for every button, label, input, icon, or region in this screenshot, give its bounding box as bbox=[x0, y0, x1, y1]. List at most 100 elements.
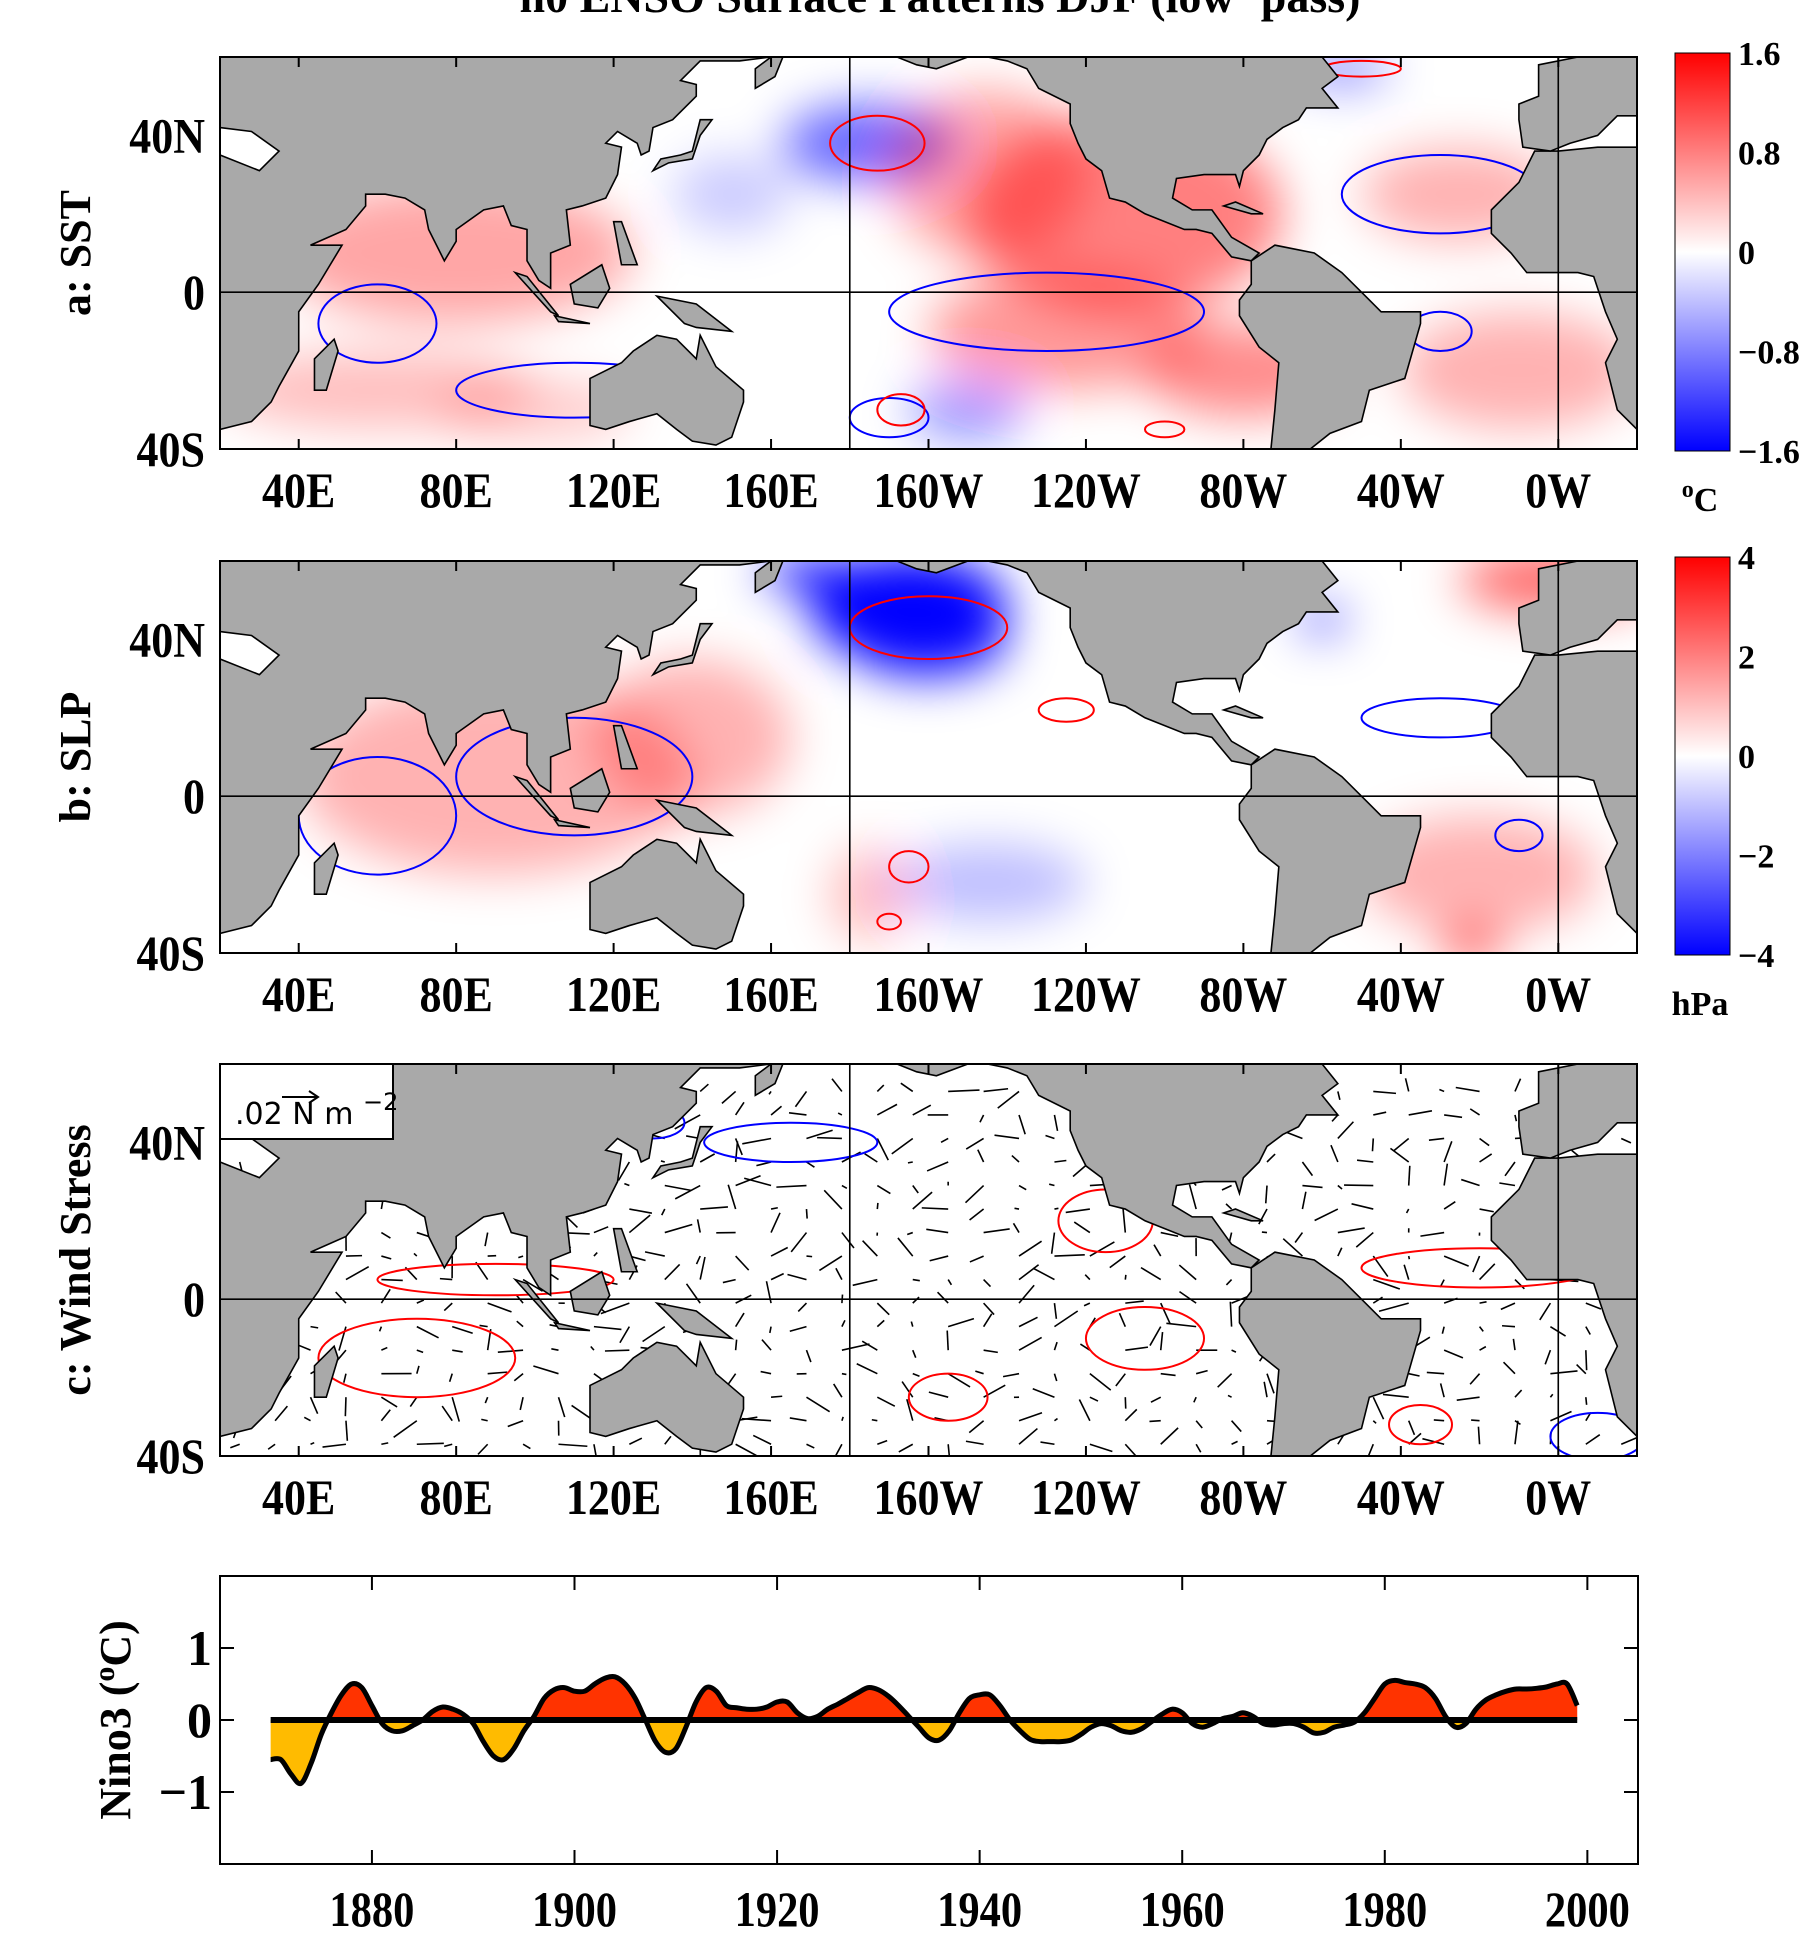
lon-tick-label: 120E bbox=[566, 967, 661, 1022]
wind-vector bbox=[913, 1374, 920, 1377]
wind-vector bbox=[877, 1397, 894, 1406]
land-mass bbox=[657, 1303, 732, 1338]
wind-vector bbox=[1422, 1439, 1444, 1445]
wind-vector bbox=[984, 1303, 994, 1314]
wind-vector bbox=[907, 1233, 913, 1235]
wind-vector bbox=[877, 1085, 883, 1091]
lon-tick-label: 120E bbox=[566, 463, 661, 518]
wind-vector bbox=[817, 1138, 842, 1139]
wind-vector bbox=[675, 1115, 700, 1129]
negative-anomaly bbox=[908, 378, 1027, 442]
wind-vector bbox=[618, 1162, 629, 1181]
wind-vector bbox=[1222, 1186, 1232, 1190]
wind-vector bbox=[591, 1346, 594, 1350]
wind-vector bbox=[452, 1327, 472, 1334]
wind-vector bbox=[762, 1340, 771, 1351]
negative-anomaly bbox=[849, 600, 1008, 679]
wind-vector bbox=[1125, 1409, 1136, 1420]
legend-box bbox=[219, 1063, 394, 1140]
wind-vector bbox=[966, 1441, 984, 1444]
wind-vector bbox=[1196, 1371, 1207, 1374]
wind-vector bbox=[1373, 1280, 1400, 1289]
lon-tick-label: 160E bbox=[723, 1470, 818, 1525]
wind-vector bbox=[998, 1091, 1019, 1108]
wind-vector bbox=[736, 1444, 757, 1455]
wind-vector bbox=[1540, 1303, 1551, 1320]
wind-vector bbox=[417, 1327, 439, 1338]
wind-vector bbox=[877, 1104, 897, 1115]
land-mass bbox=[657, 800, 732, 835]
lat-tick-label: 0 bbox=[183, 266, 205, 321]
wind-vector bbox=[1302, 1192, 1305, 1209]
wind-vector bbox=[1033, 1268, 1054, 1279]
wind-vector bbox=[1150, 1327, 1161, 1346]
wind-vector bbox=[346, 1421, 347, 1441]
wind-vector bbox=[1515, 1115, 1516, 1121]
wind-vector bbox=[1090, 1444, 1112, 1451]
wind-vector bbox=[381, 1233, 390, 1239]
wind-vector bbox=[1090, 1242, 1115, 1256]
wind-vector bbox=[911, 1322, 912, 1327]
map-area bbox=[220, 57, 1637, 449]
wind-vector bbox=[899, 1444, 913, 1452]
wind-vector bbox=[624, 1184, 629, 1186]
wind-vector bbox=[770, 1327, 771, 1333]
wind-vector bbox=[806, 1162, 814, 1167]
wind-vector bbox=[643, 1327, 665, 1342]
wind-vector bbox=[517, 1321, 523, 1326]
wind-vector bbox=[1019, 1413, 1042, 1421]
lat-tick-label: 40N bbox=[129, 109, 205, 164]
wind-vector bbox=[1151, 1397, 1161, 1402]
wind-vector bbox=[1409, 1166, 1410, 1186]
wind-vector bbox=[824, 1190, 842, 1209]
wind-vector bbox=[1014, 1208, 1019, 1209]
wind-vector bbox=[1550, 1394, 1552, 1397]
wind-vector bbox=[1379, 1303, 1409, 1311]
wind-vector bbox=[795, 1091, 806, 1106]
colorbar-tick-label: 2 bbox=[1738, 640, 1755, 677]
land-mass bbox=[590, 1342, 744, 1452]
wind-vector bbox=[629, 1215, 650, 1232]
wind-vector bbox=[1085, 1275, 1090, 1280]
contour-line bbox=[456, 718, 692, 836]
wind-vector bbox=[1054, 1160, 1066, 1162]
field-shading bbox=[298, 561, 1637, 953]
wind-vector bbox=[1586, 1397, 1587, 1405]
wind-vector bbox=[1444, 1141, 1452, 1162]
wind-vector bbox=[1444, 1164, 1447, 1186]
wind-vector bbox=[1356, 1233, 1373, 1248]
wind-vector bbox=[665, 1264, 680, 1279]
wind-vector bbox=[1480, 1264, 1495, 1280]
wind-vector bbox=[1125, 1347, 1148, 1350]
wind-vector bbox=[559, 1397, 565, 1417]
land-mass bbox=[1224, 202, 1263, 214]
colorbar-tick-label: −0.8 bbox=[1738, 335, 1800, 372]
wind-vector bbox=[1166, 1323, 1196, 1326]
wind-vector bbox=[1232, 1350, 1236, 1352]
wind-vector bbox=[629, 1209, 652, 1213]
y-tick-label: 0 bbox=[187, 1692, 212, 1748]
wind-vector bbox=[1621, 1433, 1648, 1444]
wind-vector bbox=[806, 1130, 832, 1138]
negative-anomaly bbox=[763, 561, 858, 589]
wind-vector bbox=[832, 1079, 842, 1092]
wind-vector bbox=[842, 1186, 847, 1189]
wind-vector bbox=[1179, 1265, 1196, 1280]
wind-vector bbox=[1515, 1280, 1524, 1289]
land-mass bbox=[220, 561, 771, 933]
wind-vector bbox=[381, 1410, 390, 1421]
positive-anomaly bbox=[593, 659, 791, 816]
wind-vector bbox=[1442, 1327, 1444, 1334]
wind-vector bbox=[518, 1256, 523, 1258]
wind-vector bbox=[275, 1406, 287, 1421]
wind-vector bbox=[1125, 1275, 1126, 1280]
wind-vector bbox=[789, 1113, 806, 1115]
wind-vector bbox=[1480, 1209, 1494, 1212]
wind-vector bbox=[481, 1419, 487, 1420]
wind-vector bbox=[444, 1303, 452, 1310]
wind-vector bbox=[311, 1397, 318, 1413]
wind-vector bbox=[1444, 1350, 1463, 1358]
wind-vector bbox=[700, 1084, 708, 1091]
